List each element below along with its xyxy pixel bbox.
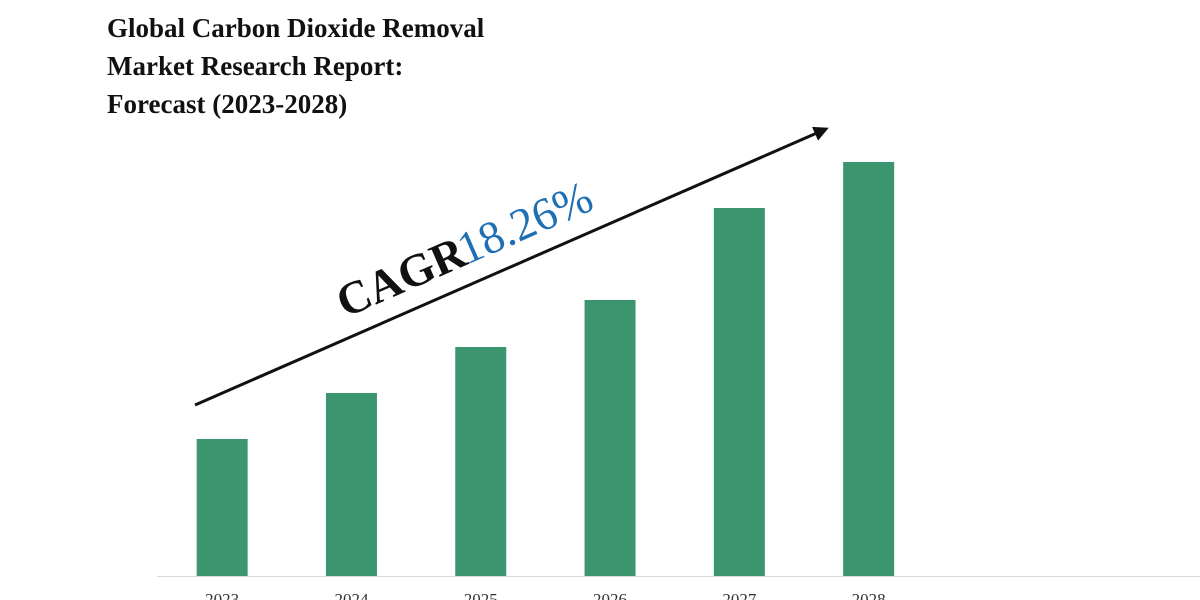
chart-title: Forecast (2023-2028)	[107, 89, 347, 119]
x-tick-label: 2024	[334, 590, 369, 600]
chart-title: Global Carbon Dioxide Removal	[107, 13, 485, 43]
bar	[713, 208, 765, 576]
trend-arrow	[194, 126, 829, 407]
bar	[843, 162, 895, 576]
x-tick-label: 2026	[593, 590, 627, 600]
chart-title: Market Research Report:	[107, 51, 403, 81]
x-tick-label: 2027	[722, 590, 757, 600]
bar	[455, 347, 507, 576]
x-tick-label: 2023	[205, 590, 239, 600]
bar	[325, 393, 377, 576]
x-tick-label: 2025	[464, 590, 498, 600]
bar	[584, 300, 636, 576]
bar	[196, 439, 248, 576]
x-tick-label: 2028	[852, 590, 886, 600]
